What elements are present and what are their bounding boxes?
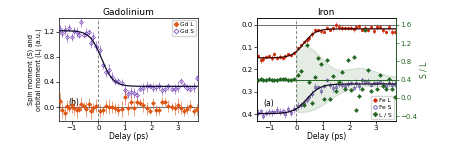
Y-axis label: Spin moment (S) and
orbital moment (L) (a.u.): Spin moment (S) and orbital moment (L) (… (28, 28, 42, 111)
Y-axis label: S / L: S / L (420, 61, 429, 78)
Legend: Gd L, Gd S: Gd L, Gd S (172, 20, 196, 36)
Title: Gadolinium: Gadolinium (102, 8, 154, 17)
Text: (a): (a) (264, 100, 274, 108)
Title: Iron: Iron (318, 8, 335, 17)
Text: (b): (b) (68, 98, 79, 108)
X-axis label: Delay (ps): Delay (ps) (306, 132, 346, 141)
X-axis label: Delay (ps): Delay (ps) (108, 132, 148, 141)
Legend: Fe L, Fe S, L / S: Fe L, Fe S, L / S (371, 96, 394, 119)
